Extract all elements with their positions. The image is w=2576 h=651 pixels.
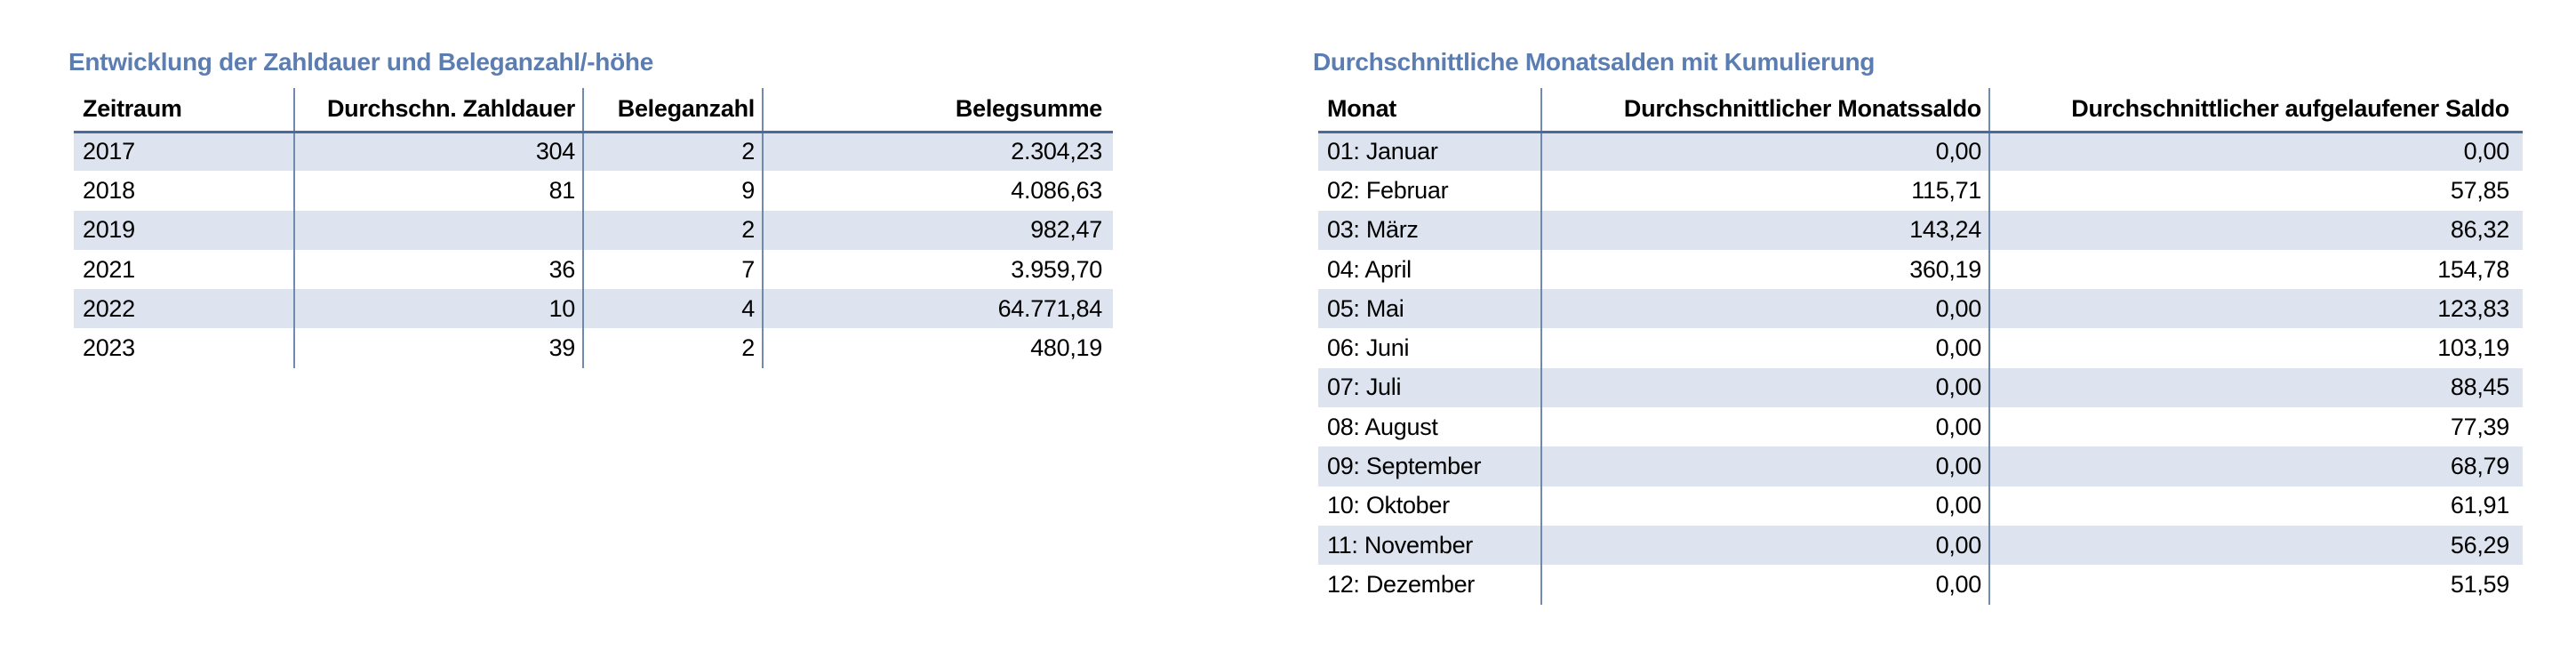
monat-cell: 07: Juli bbox=[1327, 374, 1402, 401]
beleganzahl-cell: 2 bbox=[582, 210, 763, 250]
table-row: 04: April 360,19 154,78 bbox=[1318, 249, 2523, 290]
aufgelaufener-saldo-cell: 103,19 bbox=[1988, 328, 2523, 368]
zahldauer-cell: 304 bbox=[293, 132, 583, 172]
monat-cell: 08: August bbox=[1327, 413, 1438, 440]
beleganzahl-cell: 4 bbox=[582, 289, 763, 329]
belegsumme-cell: 2.304,23 bbox=[762, 132, 1113, 172]
aufgelaufener-saldo-cell: 0,00 bbox=[1988, 132, 2523, 172]
zahldauer-cell bbox=[293, 210, 583, 250]
table-row: 2023 39 2 480,19 bbox=[74, 328, 1113, 368]
monatssaldo-cell: 0,00 bbox=[1540, 328, 1989, 368]
table-row: 12: Dezember 0,00 51,59 bbox=[1318, 565, 2523, 605]
col-header-zahldauer: Durchschn. Zahldauer bbox=[293, 88, 583, 133]
zeitraum-cell: 2018 bbox=[83, 176, 135, 204]
col-header-zeitraum: Zeitraum bbox=[74, 88, 294, 133]
aufgelaufener-saldo-cell: 56,29 bbox=[1988, 525, 2523, 566]
zahldauer-cell: 10 bbox=[293, 289, 583, 329]
monatssaldo-cell: 0,00 bbox=[1540, 446, 1989, 486]
aufgelaufener-saldo-cell: 154,78 bbox=[1988, 249, 2523, 290]
monat-cell: 01: Januar bbox=[1327, 138, 1438, 165]
monatssaldo-cell: 143,24 bbox=[1540, 210, 1989, 250]
monatssaldo-cell: 0,00 bbox=[1540, 525, 1989, 566]
monat-cell: 04: April bbox=[1327, 255, 1412, 283]
zahldauer-cell: 81 bbox=[293, 171, 583, 211]
table-row: 01: Januar 0,00 0,00 bbox=[1318, 132, 2523, 172]
payment-duration-table: Zeitraum Durchschn. Zahldauer Beleganzah… bbox=[74, 88, 1113, 368]
monthly-balance-table: Monat Durchschnittlicher Monatssaldo Dur… bbox=[1318, 88, 2523, 605]
monat-cell: 11: November bbox=[1327, 531, 1473, 559]
aufgelaufener-saldo-cell: 51,59 bbox=[1988, 565, 2523, 605]
monatssaldo-cell: 360,19 bbox=[1540, 249, 1989, 290]
aufgelaufener-saldo-cell: 86,32 bbox=[1988, 210, 2523, 250]
belegsumme-cell: 3.959,70 bbox=[762, 249, 1113, 290]
col-header-monatssaldo: Durchschnittlicher Monatssaldo bbox=[1540, 88, 1989, 133]
beleganzahl-cell: 2 bbox=[582, 328, 763, 368]
monat-cell: 12: Dezember bbox=[1327, 570, 1475, 598]
monatssaldo-cell: 0,00 bbox=[1540, 289, 1989, 329]
zahldauer-cell: 39 bbox=[293, 328, 583, 368]
belegsumme-cell: 4.086,63 bbox=[762, 171, 1113, 211]
monat-cell: 03: März bbox=[1327, 216, 1419, 244]
belegsumme-cell: 64.771,84 bbox=[762, 289, 1113, 329]
col-header-belegsumme: Belegsumme bbox=[762, 88, 1113, 133]
col-header-aufgelaufener-saldo: Durchschnittlicher aufgelaufener Saldo bbox=[1988, 88, 2523, 133]
monat-cell: 10: Oktober bbox=[1327, 492, 1450, 519]
monatssaldo-cell: 0,00 bbox=[1540, 132, 1989, 172]
col-header-beleganzahl: Beleganzahl bbox=[582, 88, 763, 133]
monatssaldo-cell: 0,00 bbox=[1540, 486, 1989, 526]
beleganzahl-cell: 2 bbox=[582, 132, 763, 172]
table-row: 06: Juni 0,00 103,19 bbox=[1318, 328, 2523, 368]
zahldauer-cell: 36 bbox=[293, 249, 583, 290]
monatssaldo-cell: 0,00 bbox=[1540, 407, 1989, 447]
zeitraum-cell: 2017 bbox=[83, 138, 135, 165]
table-header-row: Monat Durchschnittlicher Monatssaldo Dur… bbox=[1318, 88, 2523, 133]
table-row: 2018 81 9 4.086,63 bbox=[74, 171, 1113, 211]
aufgelaufener-saldo-cell: 123,83 bbox=[1988, 289, 2523, 329]
table-row: 10: Oktober 0,00 61,91 bbox=[1318, 486, 2523, 526]
table-header-row: Zeitraum Durchschn. Zahldauer Beleganzah… bbox=[74, 88, 1113, 133]
table-row: 2021 36 7 3.959,70 bbox=[74, 249, 1113, 290]
monat-cell: 09: September bbox=[1327, 453, 1482, 480]
monatssaldo-cell: 0,00 bbox=[1540, 565, 1989, 605]
belegsumme-cell: 480,19 bbox=[762, 328, 1113, 368]
table-row: 11: November 0,00 56,29 bbox=[1318, 525, 2523, 566]
zeitraum-cell: 2021 bbox=[83, 255, 135, 283]
right-table-title: Durchschnittliche Monatsalden mit Kumuli… bbox=[1313, 48, 1876, 76]
zeitraum-cell: 2023 bbox=[83, 334, 135, 362]
table-row: 02: Februar 115,71 57,85 bbox=[1318, 171, 2523, 211]
left-table-title: Entwicklung der Zahldauer und Beleganzah… bbox=[68, 48, 653, 76]
monat-cell: 06: Juni bbox=[1327, 334, 1410, 362]
beleganzahl-cell: 9 bbox=[582, 171, 763, 211]
table-row: 2017 304 2 2.304,23 bbox=[74, 132, 1113, 172]
zeitraum-cell: 2022 bbox=[83, 294, 135, 322]
belegsumme-cell: 982,47 bbox=[762, 210, 1113, 250]
table-row: 2019 2 982,47 bbox=[74, 210, 1113, 250]
aufgelaufener-saldo-cell: 57,85 bbox=[1988, 171, 2523, 211]
table-row: 2022 10 4 64.771,84 bbox=[74, 289, 1113, 329]
table-row: 07: Juli 0,00 88,45 bbox=[1318, 367, 2523, 408]
aufgelaufener-saldo-cell: 68,79 bbox=[1988, 446, 2523, 486]
monatssaldo-cell: 115,71 bbox=[1540, 171, 1989, 211]
monat-cell: 02: Februar bbox=[1327, 176, 1449, 204]
zeitraum-cell: 2019 bbox=[83, 216, 135, 244]
table-row: 03: März 143,24 86,32 bbox=[1318, 210, 2523, 250]
aufgelaufener-saldo-cell: 61,91 bbox=[1988, 486, 2523, 526]
aufgelaufener-saldo-cell: 88,45 bbox=[1988, 367, 2523, 408]
col-header-monat: Monat bbox=[1318, 88, 1541, 133]
beleganzahl-cell: 7 bbox=[582, 249, 763, 290]
table-row: 08: August 0,00 77,39 bbox=[1318, 407, 2523, 447]
aufgelaufener-saldo-cell: 77,39 bbox=[1988, 407, 2523, 447]
monat-cell: 05: Mai bbox=[1327, 294, 1404, 322]
monatssaldo-cell: 0,00 bbox=[1540, 367, 1989, 408]
table-row: 05: Mai 0,00 123,83 bbox=[1318, 289, 2523, 329]
table-row: 09: September 0,00 68,79 bbox=[1318, 446, 2523, 486]
